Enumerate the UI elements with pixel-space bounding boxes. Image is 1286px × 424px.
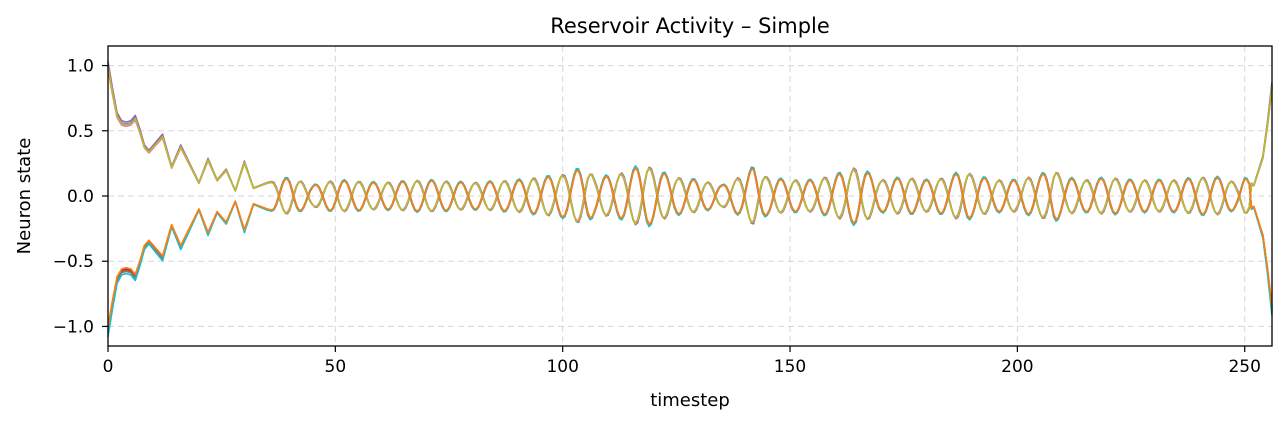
y-tick-label: 1.0 [67, 57, 94, 77]
x-tick-label: 0 [103, 357, 114, 377]
series-layer [107, 61, 1273, 337]
x-axis: 0 50 100 150 200 250 [103, 346, 1261, 377]
series-line-0 [107, 65, 1273, 225]
chart-title: Reservoir Activity – Simple [550, 14, 830, 38]
x-tick-label: 250 [1228, 357, 1260, 377]
series-line-5 [107, 166, 1273, 332]
series-line-4 [107, 61, 1273, 226]
series-line-1 [107, 167, 1273, 327]
series-line-9 [107, 165, 1273, 337]
series-line-7 [107, 166, 1273, 334]
y-tick-label: 0.5 [67, 122, 94, 142]
y-axis-label: Neuron state [14, 138, 35, 255]
series-line-2 [107, 68, 1273, 225]
x-tick-label: 200 [1001, 357, 1033, 377]
y-tick-label: −0.5 [53, 252, 94, 272]
y-tick-label: 0.0 [67, 187, 94, 207]
x-tick-label: 150 [774, 357, 806, 377]
x-axis-label: timestep [650, 390, 730, 411]
grid [107, 46, 1272, 346]
series-line-8 [107, 66, 1273, 225]
y-axis: 1.0 0.5 0.0 −0.5 −1.0 [53, 57, 108, 337]
series-line-10 [107, 167, 1273, 327]
x-tick-label: 100 [546, 357, 578, 377]
series-line-3 [107, 166, 1273, 330]
y-tick-label: −1.0 [53, 317, 94, 337]
series-line-6 [107, 69, 1273, 224]
x-tick-label: 50 [325, 357, 347, 377]
